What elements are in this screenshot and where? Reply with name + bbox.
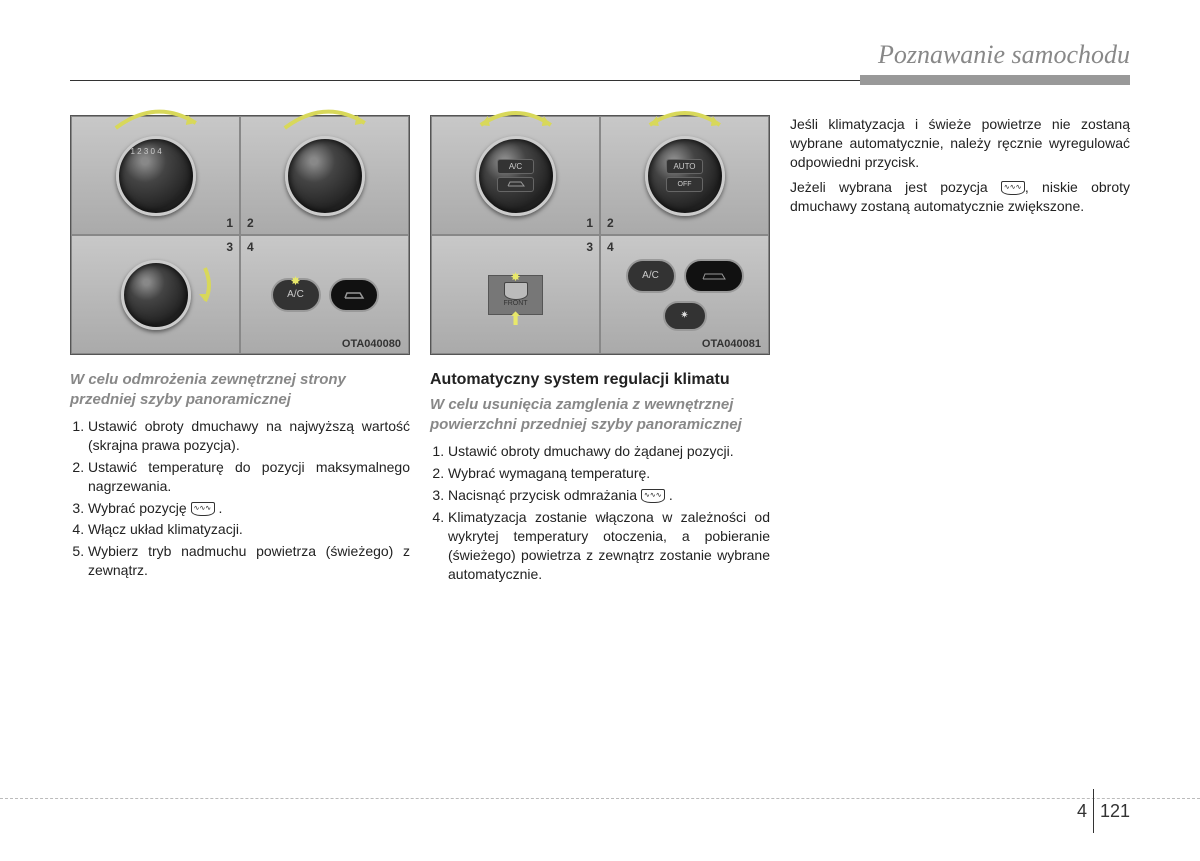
front-defrost-button: ✸ FRONT ⬆ xyxy=(488,275,543,315)
page-footer: 4 121 xyxy=(1077,789,1130,833)
column-1: 1 2 3 0 4 1 2 xyxy=(70,115,410,586)
car-icon xyxy=(506,179,526,189)
light-button: ✷ xyxy=(663,301,707,331)
arrow-down-icon xyxy=(195,266,215,306)
figure2-cell-3: ✸ FRONT ⬆ 3 xyxy=(431,235,600,354)
sun-icon: ✸ xyxy=(290,274,300,288)
car-outline-icon xyxy=(342,288,366,302)
col2-list: Ustawić obroty dmuchawy do żądanej pozyc… xyxy=(430,442,770,583)
sun-icon: ✸ xyxy=(510,270,520,284)
col1-subhead: W celu odmrożenia zewnętrznej strony prz… xyxy=(70,370,410,409)
arrow-bidir-icon xyxy=(618,103,752,133)
col2-item-4: Klimatyzacja zostanie włączona w zależno… xyxy=(448,508,770,584)
col2-subhead: W celu usunięcia zamglenia z wewnętrznej… xyxy=(430,395,770,434)
col1-item-1: Ustawić obroty dmuchawy na najwyższą war… xyxy=(88,417,410,455)
mode-dial xyxy=(121,260,191,330)
ac-button-2: A/C xyxy=(626,259,676,293)
ac-button: ✸ A/C xyxy=(271,278,321,312)
header-rule xyxy=(70,75,1130,85)
arrow-up-icon: ⬆ xyxy=(508,309,523,330)
header-title: Poznawanie samochodu xyxy=(878,40,1130,69)
col2-item-3: Nacisnąć przycisk odmrażania . xyxy=(448,486,770,505)
figure-1: 1 2 3 0 4 1 2 xyxy=(70,115,410,355)
page-number: 121 xyxy=(1100,801,1130,822)
content-columns: 1 2 3 0 4 1 2 xyxy=(70,115,1130,586)
figure2-cell-1: A/C 1 xyxy=(431,116,600,235)
defrost-icon xyxy=(191,502,215,516)
figure2-code: OTA040081 xyxy=(702,338,761,350)
car-icon xyxy=(700,270,728,282)
figure2-cell-2: AUTO OFF 2 xyxy=(600,116,769,235)
figure1-cell-4: ✸ A/C 4 xyxy=(240,235,409,354)
recirculation-button xyxy=(329,278,379,312)
fan-speed-dial: 1 2 3 0 4 xyxy=(116,136,196,216)
col1-item-2: Ustawić temperaturę do pozycji maksymaln… xyxy=(88,458,410,496)
col2-item-2: Wybrać wymaganą temperaturę. xyxy=(448,464,770,483)
arrow-bidir-icon xyxy=(449,103,583,133)
figure1-cell-3: 3 xyxy=(71,235,240,354)
footer-separator xyxy=(1093,789,1094,833)
windshield-icon xyxy=(504,282,528,300)
arrow-arc-icon xyxy=(258,103,392,133)
col1-item-5: Wybierz tryb nadmuchu powietrza (świeżeg… xyxy=(88,542,410,580)
defrost-icon xyxy=(641,489,665,503)
arrow-arc-icon xyxy=(89,103,223,133)
defrost-icon xyxy=(1001,181,1025,195)
figure1-cell-2: 2 xyxy=(240,116,409,235)
col2-item-1: Ustawić obroty dmuchawy do żądanej pozyc… xyxy=(448,442,770,461)
figure2-cell-4: A/C ✷ xyxy=(600,235,769,354)
col3-para1: Jeśli klimatyzacja i świeże powietrze ni… xyxy=(790,115,1130,172)
figure-2: A/C 1 xyxy=(430,115,770,355)
col1-list: Ustawić obroty dmuchawy na najwyższą war… xyxy=(70,417,410,580)
figure1-code: OTA040080 xyxy=(342,338,401,350)
auto-dial: AUTO OFF xyxy=(645,136,725,216)
col2-heading: Automatyczny system regulacji klimatu xyxy=(430,370,770,389)
burst-icon: ✷ xyxy=(680,310,688,321)
column-3: Jeśli klimatyzacja i świeże powietrze ni… xyxy=(790,115,1130,586)
col1-item-4: Włącz układ klimatyzacji. xyxy=(88,520,410,539)
col1-item-3: Wybrać pozycję . xyxy=(88,499,410,518)
figure1-cell-1: 1 2 3 0 4 1 xyxy=(71,116,240,235)
recirc-button-2 xyxy=(684,259,744,293)
chapter-number: 4 xyxy=(1077,801,1087,822)
col3-para2: Jeżeli wybrana jest pozycja , niskie obr… xyxy=(790,178,1130,216)
column-2: A/C 1 xyxy=(430,115,770,586)
dashed-separator xyxy=(0,798,1200,799)
page-header: Poznawanie samochodu xyxy=(70,40,1130,85)
temperature-dial xyxy=(285,136,365,216)
fan-ac-dial: A/C xyxy=(476,136,556,216)
